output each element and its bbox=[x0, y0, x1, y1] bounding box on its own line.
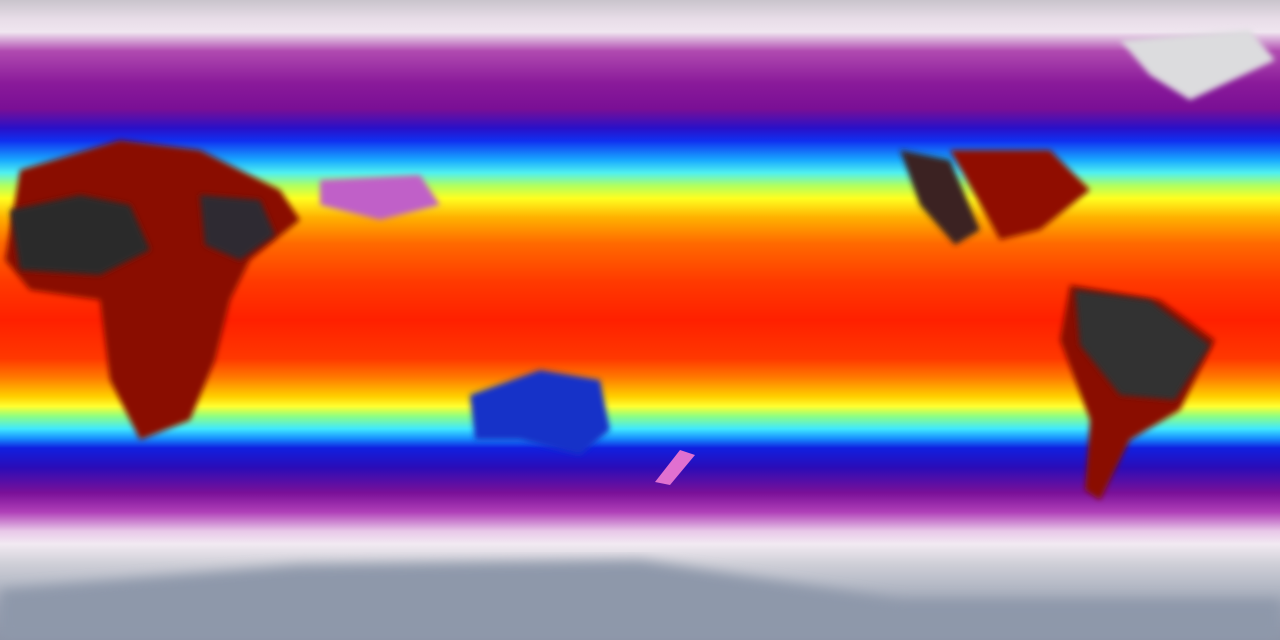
amazon-dark-region bbox=[1075, 290, 1210, 400]
new-zealand bbox=[655, 450, 695, 485]
north-america-dark-region bbox=[900, 150, 980, 245]
sahara-dark-region bbox=[10, 195, 150, 275]
africa-landmass bbox=[5, 140, 300, 440]
greenland bbox=[1120, 30, 1275, 100]
australia-landmass bbox=[470, 370, 610, 455]
antarctica bbox=[0, 560, 1280, 640]
central-america bbox=[950, 150, 1090, 240]
tibet-plateau bbox=[320, 175, 440, 220]
arabia-dark-region bbox=[200, 195, 275, 260]
